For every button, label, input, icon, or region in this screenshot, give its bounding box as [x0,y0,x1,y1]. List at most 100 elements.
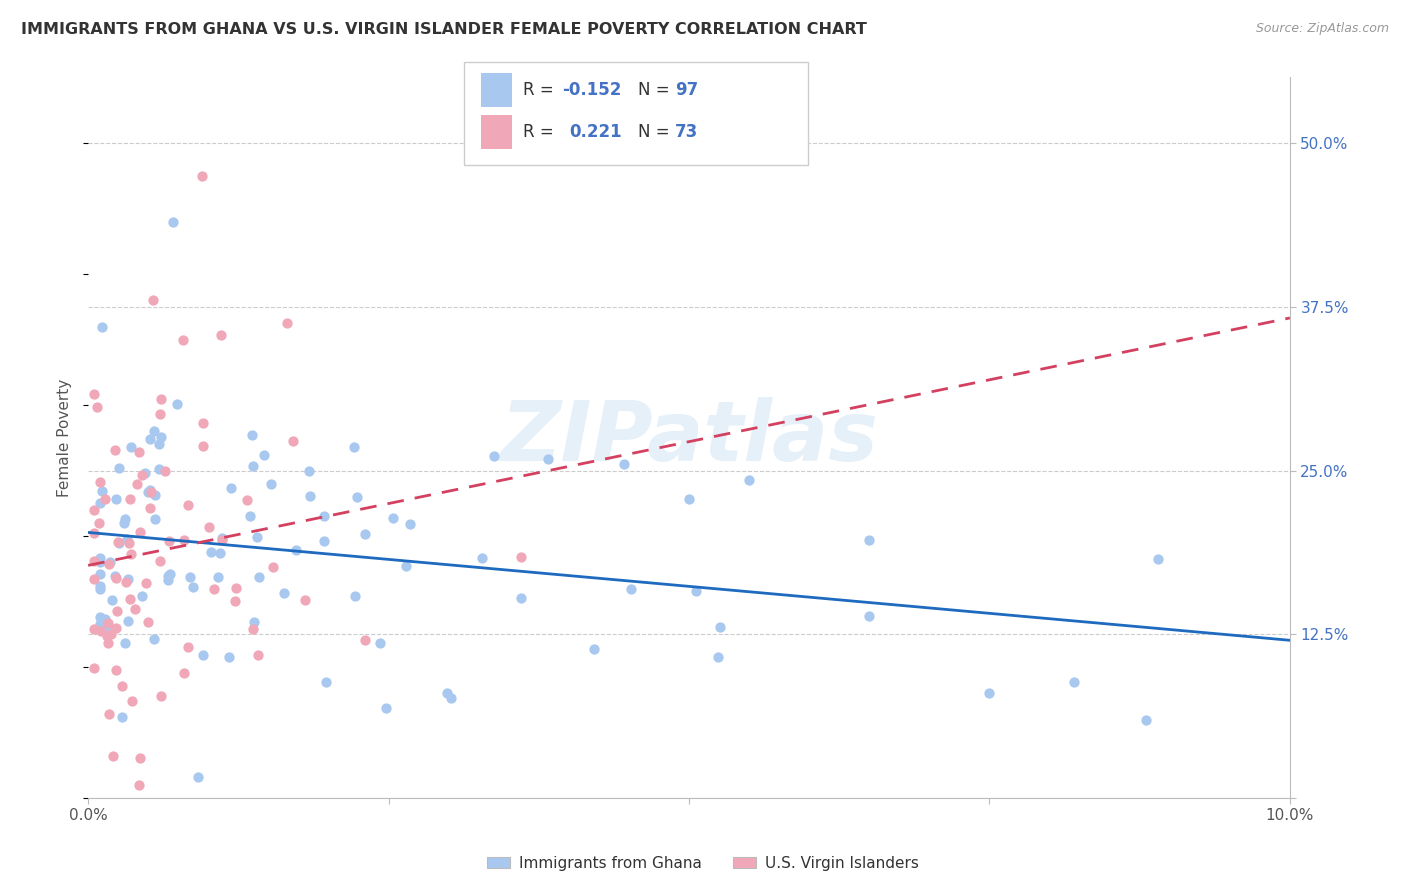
Point [149,392,172,407]
Point [1063,674,1085,689]
Point [177,640,200,654]
Point [96,622,118,636]
Text: N =: N = [638,123,675,141]
Point [685,583,707,598]
Point [89,610,111,624]
Point [354,527,377,541]
Text: 0.221: 0.221 [569,123,621,141]
Point [246,530,269,544]
Point [253,448,276,462]
Point [120,547,142,561]
Point [136,484,159,499]
Point [172,334,194,348]
Point [89,516,111,530]
Point [107,535,129,549]
Point [211,531,233,545]
Point [173,665,195,680]
Point [94,491,117,506]
Text: IMMIGRANTS FROM GHANA VS U.S. VIRGIN ISLANDER FEMALE POVERTY CORRELATION CHART: IMMIGRANTS FROM GHANA VS U.S. VIRGIN ISL… [21,22,868,37]
Point [89,475,111,489]
Point [150,690,173,704]
Point [149,407,172,421]
Point [89,496,111,510]
Text: ZIPatlas: ZIPatlas [501,397,877,478]
Point [98,557,121,571]
Point [177,498,200,512]
Point [117,614,139,628]
Point [157,569,180,583]
Point [395,559,418,574]
Y-axis label: Female Poverty: Female Poverty [58,378,72,497]
Point [312,534,335,549]
Point [100,593,122,607]
Point [128,778,150,792]
Point [381,511,404,525]
Point [117,532,139,546]
Point [129,524,152,539]
Point [678,491,700,506]
Point [97,615,120,630]
Point [107,536,129,550]
Point [191,169,214,183]
Point [162,214,184,228]
Point [354,633,377,648]
Point [620,582,643,596]
Point [101,749,124,764]
Point [181,581,204,595]
Point [90,624,112,639]
Point [198,520,221,534]
Point [243,615,266,630]
Point [209,327,232,342]
Point [149,554,172,568]
Point [139,432,162,446]
Point [173,533,195,547]
Point [86,400,108,414]
Point [537,452,560,467]
Point [83,503,105,517]
Point [136,615,159,629]
Point [114,575,136,590]
Point [738,473,761,487]
Point [224,593,246,607]
Point [312,508,335,523]
Point [134,576,156,591]
Point [83,387,105,401]
Point [89,555,111,569]
Point [143,488,166,502]
Text: 97: 97 [675,81,699,99]
Point [179,570,201,584]
Point [142,632,165,646]
Point [315,674,337,689]
Point [246,648,269,663]
Point [207,570,229,584]
Point [193,439,215,453]
Point [218,650,240,665]
Point [613,457,636,471]
Point [91,483,114,498]
Point [157,533,180,548]
Point [299,489,322,503]
Point [262,560,284,574]
Point [707,649,730,664]
Point [128,445,150,459]
Point [114,636,136,650]
Point [120,491,142,506]
Point [145,512,167,526]
Point [235,492,257,507]
Point [114,511,136,525]
Point [120,440,142,454]
Point [89,582,111,596]
Point [209,546,232,560]
Point [979,686,1001,700]
Point [582,642,605,657]
Point [200,544,222,558]
Point [399,517,422,532]
Point [149,430,172,444]
Point [96,629,118,643]
Point [97,636,120,650]
Point [118,591,141,606]
Point [128,751,150,765]
Point [83,622,105,636]
Point [121,694,143,708]
Point [242,622,264,636]
